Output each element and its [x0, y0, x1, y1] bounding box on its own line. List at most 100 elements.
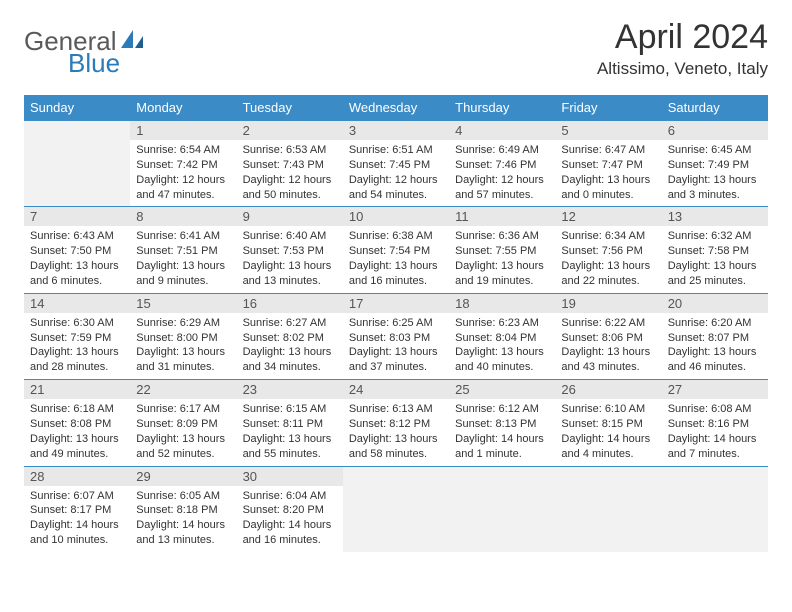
day-details: Sunrise: 6:34 AMSunset: 7:56 PMDaylight:… [555, 226, 661, 292]
sunset-text: Sunset: 8:18 PM [136, 503, 230, 518]
day-cell-2: 2Sunrise: 6:53 AMSunset: 7:43 PMDaylight… [237, 121, 343, 207]
sunset-text: Sunset: 8:00 PM [136, 331, 230, 346]
empty-cell [555, 466, 661, 552]
day-details: Sunrise: 6:04 AMSunset: 8:20 PMDaylight:… [237, 486, 343, 552]
sunset-text: Sunset: 7:58 PM [668, 244, 762, 259]
day-cell-15: 15Sunrise: 6:29 AMSunset: 8:00 PMDayligh… [130, 293, 236, 379]
day-number: 12 [555, 207, 661, 226]
day-details: Sunrise: 6:25 AMSunset: 8:03 PMDaylight:… [343, 313, 449, 379]
day-details: Sunrise: 6:22 AMSunset: 8:06 PMDaylight:… [555, 313, 661, 379]
day-number: 27 [662, 380, 768, 399]
empty-cell [343, 466, 449, 552]
sunset-text: Sunset: 7:51 PM [136, 244, 230, 259]
sunrise-text: Sunrise: 6:40 AM [243, 229, 337, 244]
day-number: 29 [130, 467, 236, 486]
day-cell-28: 28Sunrise: 6:07 AMSunset: 8:17 PMDayligh… [24, 466, 130, 552]
day-details: Sunrise: 6:08 AMSunset: 8:16 PMDaylight:… [662, 399, 768, 465]
daylight-text: Daylight: 13 hours and 58 minutes. [349, 432, 443, 462]
day-number: 21 [24, 380, 130, 399]
day-details: Sunrise: 6:36 AMSunset: 7:55 PMDaylight:… [449, 226, 555, 292]
weekday-sunday: Sunday [24, 95, 130, 121]
weekday-tuesday: Tuesday [237, 95, 343, 121]
day-cell-17: 17Sunrise: 6:25 AMSunset: 8:03 PMDayligh… [343, 293, 449, 379]
day-cell-14: 14Sunrise: 6:30 AMSunset: 7:59 PMDayligh… [24, 293, 130, 379]
day-details: Sunrise: 6:07 AMSunset: 8:17 PMDaylight:… [24, 486, 130, 552]
sunrise-text: Sunrise: 6:04 AM [243, 489, 337, 504]
day-number: 16 [237, 294, 343, 313]
sunrise-text: Sunrise: 6:08 AM [668, 402, 762, 417]
daylight-text: Daylight: 12 hours and 50 minutes. [243, 173, 337, 203]
sunset-text: Sunset: 7:46 PM [455, 158, 549, 173]
day-cell-23: 23Sunrise: 6:15 AMSunset: 8:11 PMDayligh… [237, 380, 343, 466]
sunset-text: Sunset: 8:20 PM [243, 503, 337, 518]
day-number: 2 [237, 121, 343, 140]
sunrise-text: Sunrise: 6:53 AM [243, 143, 337, 158]
sunrise-text: Sunrise: 6:32 AM [668, 229, 762, 244]
daylight-text: Daylight: 12 hours and 57 minutes. [455, 173, 549, 203]
calendar-row: 1Sunrise: 6:54 AMSunset: 7:42 PMDaylight… [24, 121, 768, 207]
day-number: 26 [555, 380, 661, 399]
sunset-text: Sunset: 7:56 PM [561, 244, 655, 259]
day-details: Sunrise: 6:20 AMSunset: 8:07 PMDaylight:… [662, 313, 768, 379]
day-number: 9 [237, 207, 343, 226]
day-details: Sunrise: 6:18 AMSunset: 8:08 PMDaylight:… [24, 399, 130, 465]
weekday-monday: Monday [130, 95, 236, 121]
sunset-text: Sunset: 8:02 PM [243, 331, 337, 346]
daylight-text: Daylight: 14 hours and 13 minutes. [136, 518, 230, 548]
day-number: 4 [449, 121, 555, 140]
day-number: 18 [449, 294, 555, 313]
day-details: Sunrise: 6:43 AMSunset: 7:50 PMDaylight:… [24, 226, 130, 292]
sunset-text: Sunset: 8:16 PM [668, 417, 762, 432]
sunset-text: Sunset: 7:45 PM [349, 158, 443, 173]
sunrise-text: Sunrise: 6:51 AM [349, 143, 443, 158]
calendar-table: SundayMondayTuesdayWednesdayThursdayFrid… [24, 95, 768, 552]
day-cell-6: 6Sunrise: 6:45 AMSunset: 7:49 PMDaylight… [662, 121, 768, 207]
calendar-body: 1Sunrise: 6:54 AMSunset: 7:42 PMDaylight… [24, 121, 768, 552]
calendar-row: 14Sunrise: 6:30 AMSunset: 7:59 PMDayligh… [24, 293, 768, 379]
sunset-text: Sunset: 7:53 PM [243, 244, 337, 259]
daylight-text: Daylight: 13 hours and 22 minutes. [561, 259, 655, 289]
day-number: 24 [343, 380, 449, 399]
sunrise-text: Sunrise: 6:07 AM [30, 489, 124, 504]
daylight-text: Daylight: 13 hours and 55 minutes. [243, 432, 337, 462]
day-cell-5: 5Sunrise: 6:47 AMSunset: 7:47 PMDaylight… [555, 121, 661, 207]
daylight-text: Daylight: 14 hours and 4 minutes. [561, 432, 655, 462]
day-cell-12: 12Sunrise: 6:34 AMSunset: 7:56 PMDayligh… [555, 207, 661, 293]
empty-cell [449, 466, 555, 552]
day-cell-3: 3Sunrise: 6:51 AMSunset: 7:45 PMDaylight… [343, 121, 449, 207]
day-details: Sunrise: 6:17 AMSunset: 8:09 PMDaylight:… [130, 399, 236, 465]
sunrise-text: Sunrise: 6:10 AM [561, 402, 655, 417]
sunset-text: Sunset: 8:13 PM [455, 417, 549, 432]
day-cell-10: 10Sunrise: 6:38 AMSunset: 7:54 PMDayligh… [343, 207, 449, 293]
calendar-row: 21Sunrise: 6:18 AMSunset: 8:08 PMDayligh… [24, 380, 768, 466]
calendar-row: 28Sunrise: 6:07 AMSunset: 8:17 PMDayligh… [24, 466, 768, 552]
sunrise-text: Sunrise: 6:38 AM [349, 229, 443, 244]
sunrise-text: Sunrise: 6:05 AM [136, 489, 230, 504]
day-cell-19: 19Sunrise: 6:22 AMSunset: 8:06 PMDayligh… [555, 293, 661, 379]
sunset-text: Sunset: 8:03 PM [349, 331, 443, 346]
weekday-saturday: Saturday [662, 95, 768, 121]
day-number: 22 [130, 380, 236, 399]
sunset-text: Sunset: 8:15 PM [561, 417, 655, 432]
sunrise-text: Sunrise: 6:13 AM [349, 402, 443, 417]
day-number: 7 [24, 207, 130, 226]
day-cell-27: 27Sunrise: 6:08 AMSunset: 8:16 PMDayligh… [662, 380, 768, 466]
sunrise-text: Sunrise: 6:49 AM [455, 143, 549, 158]
daylight-text: Daylight: 14 hours and 7 minutes. [668, 432, 762, 462]
brand-part2: Blue [68, 48, 120, 78]
sunrise-text: Sunrise: 6:25 AM [349, 316, 443, 331]
day-details: Sunrise: 6:41 AMSunset: 7:51 PMDaylight:… [130, 226, 236, 292]
day-cell-24: 24Sunrise: 6:13 AMSunset: 8:12 PMDayligh… [343, 380, 449, 466]
day-cell-25: 25Sunrise: 6:12 AMSunset: 8:13 PMDayligh… [449, 380, 555, 466]
day-details: Sunrise: 6:13 AMSunset: 8:12 PMDaylight:… [343, 399, 449, 465]
daylight-text: Daylight: 13 hours and 34 minutes. [243, 345, 337, 375]
sunset-text: Sunset: 8:07 PM [668, 331, 762, 346]
sunrise-text: Sunrise: 6:23 AM [455, 316, 549, 331]
day-number: 13 [662, 207, 768, 226]
daylight-text: Daylight: 14 hours and 1 minute. [455, 432, 549, 462]
day-details: Sunrise: 6:15 AMSunset: 8:11 PMDaylight:… [237, 399, 343, 465]
weekday-friday: Friday [555, 95, 661, 121]
sunrise-text: Sunrise: 6:45 AM [668, 143, 762, 158]
day-details: Sunrise: 6:45 AMSunset: 7:49 PMDaylight:… [662, 140, 768, 206]
day-details: Sunrise: 6:05 AMSunset: 8:18 PMDaylight:… [130, 486, 236, 552]
